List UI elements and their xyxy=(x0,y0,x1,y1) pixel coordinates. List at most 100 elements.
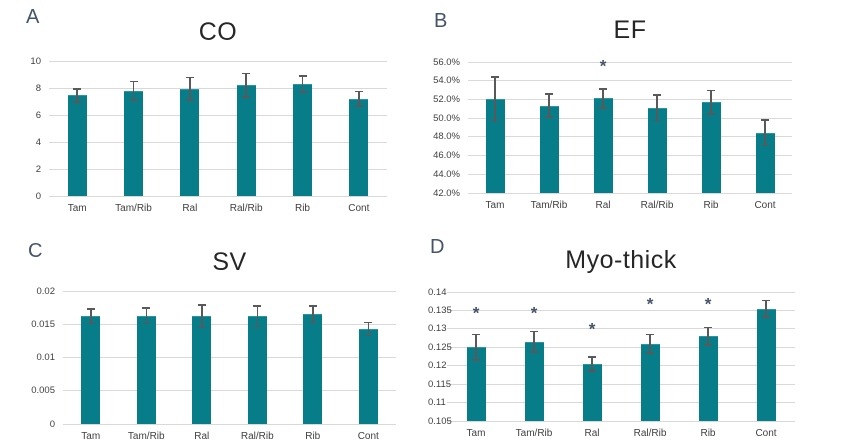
bar-ral-rib xyxy=(640,343,660,421)
error-bar-cap-top xyxy=(185,76,194,79)
y-axis-tick-label: 0.01 xyxy=(36,352,56,363)
gridline xyxy=(447,365,795,367)
bar-tam-rib xyxy=(124,90,143,196)
y-axis-tick-label: 56.0% xyxy=(433,56,460,68)
gridline xyxy=(468,80,792,82)
gridline xyxy=(447,383,795,385)
gridline xyxy=(63,290,396,292)
error-bar xyxy=(475,334,477,361)
gridline xyxy=(49,141,387,143)
y-axis-tick-label: 10 xyxy=(30,55,41,67)
gridline xyxy=(468,173,792,175)
x-axis-category-label: Ral xyxy=(182,203,198,214)
y-axis-tick-label: 50.0% xyxy=(433,112,460,124)
error-bar-cap-bottom xyxy=(298,91,307,93)
bar-cont xyxy=(756,308,776,421)
bar-tam-rib xyxy=(539,105,559,193)
x-axis-category-label: Ral/Rib xyxy=(240,431,274,442)
error-bar-cap-bottom xyxy=(707,113,715,115)
error-bar xyxy=(90,308,92,324)
error-bar-cap-bottom xyxy=(530,351,538,353)
bar-rib xyxy=(293,83,312,196)
bar-cont xyxy=(358,328,378,424)
gridline xyxy=(447,402,795,404)
error-bar-cap-bottom xyxy=(354,105,363,107)
error-bar-cap-top xyxy=(545,93,553,95)
x-axis-category-label: Tam/Rib xyxy=(115,203,152,214)
error-bar-cap-bottom xyxy=(588,370,596,372)
error-bar-cap-bottom xyxy=(472,359,480,361)
y-axis-tick-label: 0.13 xyxy=(428,323,447,335)
error-bar xyxy=(367,322,369,336)
y-axis-tick-label: 8 xyxy=(35,82,41,94)
gridline xyxy=(468,117,792,119)
error-bar xyxy=(256,305,258,327)
error-bar-cap-top xyxy=(653,94,661,96)
significance-asterisk: * xyxy=(599,56,607,76)
error-bar xyxy=(707,327,709,346)
error-bar-cap-top xyxy=(197,304,206,306)
gridline xyxy=(63,323,396,325)
bar-ral-rib xyxy=(236,85,256,196)
error-bar-cap-bottom xyxy=(545,116,553,118)
error-bar-cap-top xyxy=(646,333,654,336)
x-axis-category-label: Rib xyxy=(703,200,719,211)
bar-tam-rib xyxy=(524,341,544,421)
x-axis-category-label: Tam xyxy=(67,203,87,214)
plot-area-ef: 42.0% 44.0% 46.0% 48.0% 50.0% 52.0% 54.0% 56.0%… xyxy=(433,57,792,211)
gridline xyxy=(447,328,795,330)
x-axis-category-label: Tam xyxy=(466,428,486,439)
error-bar-cap-top xyxy=(86,308,95,310)
error-bar-cap-bottom xyxy=(253,325,262,328)
error-bar xyxy=(649,334,651,354)
y-axis-tick-label: 0.005 xyxy=(31,385,55,397)
error-bar-cap-top xyxy=(491,76,499,78)
error-bar-cap-bottom xyxy=(242,96,251,98)
gridline xyxy=(468,155,792,157)
y-axis-tick-label: 0.135 xyxy=(428,304,452,316)
significance-asterisk: * xyxy=(530,303,538,323)
x-axis-category-label: Tam xyxy=(81,431,101,442)
panel-label-d: D xyxy=(430,236,445,258)
error-bar-cap-bottom xyxy=(73,101,82,103)
gridline xyxy=(49,87,387,89)
error-bar-cap-top xyxy=(530,330,538,333)
panel-a-co-chart: A CO 0 2 4 6 8 10 Tam Tam/Rib Ral Ral/Rib Rib Cont xyxy=(0,0,428,224)
plot-area-sv: 0 0.005 0.01 0.015 0.02 Tam Tam/Rib Ral Ral/Rib R… xyxy=(31,286,396,442)
error-bar-cap-bottom xyxy=(761,144,769,147)
bar-tam xyxy=(67,95,87,196)
error-bar-cap-bottom xyxy=(142,322,151,325)
gridline xyxy=(49,114,387,116)
x-axis-category-label: Rib xyxy=(305,431,321,442)
bar-ral-rib xyxy=(247,316,267,424)
error-bar-cap-top xyxy=(253,305,262,307)
y-axis-tick-label: 4 xyxy=(35,136,41,148)
y-axis-tick-label: 0.12 xyxy=(428,360,447,372)
y-axis-tick-label: 0.14 xyxy=(428,286,447,298)
error-bar-cap-top xyxy=(142,307,151,309)
x-axis-category-label: Tam xyxy=(485,200,505,211)
panel-d-myo-thick-chart: D Myo-thick 0.105 0.11 0.115 0.12 0.125 0.13 0… xyxy=(428,224,856,448)
x-axis-category-label: Cont xyxy=(754,200,776,211)
gridline xyxy=(447,420,795,422)
error-bar xyxy=(602,88,604,109)
x-axis-category-label: Tam/Rib xyxy=(515,428,553,439)
bar-rib xyxy=(303,314,323,424)
error-bar-cap-bottom xyxy=(308,321,317,324)
x-axis-category-label: Cont xyxy=(755,428,777,439)
error-bar xyxy=(245,73,247,98)
error-bar xyxy=(189,77,191,101)
error-bar-cap-top xyxy=(242,72,251,75)
y-axis-tick-label: 52.0% xyxy=(433,93,460,105)
gridline xyxy=(468,136,792,138)
bar-ral xyxy=(192,316,212,424)
gridline xyxy=(63,423,396,425)
error-bar-cap-top xyxy=(129,80,138,83)
bar-tam xyxy=(81,316,101,424)
gridline xyxy=(468,61,792,63)
panel-label-b: B xyxy=(434,10,448,32)
significance-asterisk: * xyxy=(588,319,596,339)
gridline xyxy=(447,346,795,348)
error-bar-cap-bottom xyxy=(197,326,206,329)
error-bar-cap-top xyxy=(707,89,715,92)
